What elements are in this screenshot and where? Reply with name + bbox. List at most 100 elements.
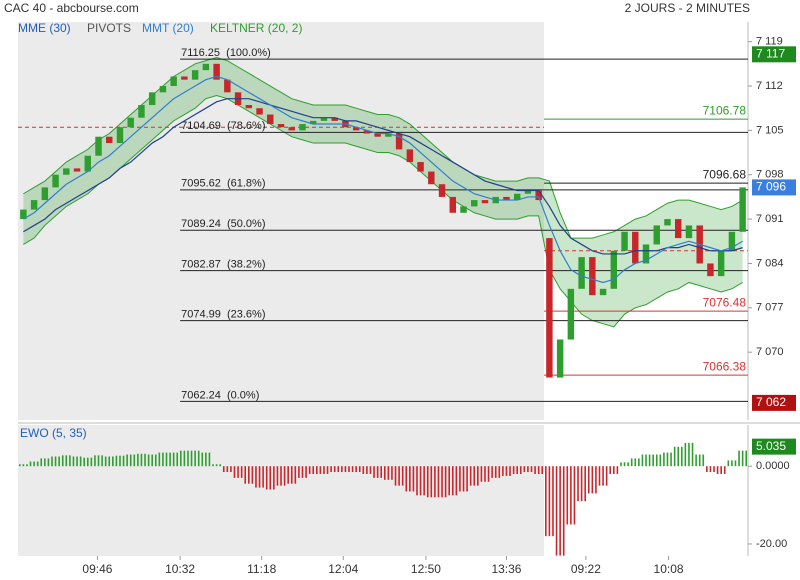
session-shade — [18, 22, 545, 420]
candle — [352, 127, 360, 131]
ewo-title: EWO (5, 35) — [20, 426, 87, 440]
candle — [256, 108, 263, 115]
candle — [138, 105, 145, 118]
candle — [739, 187, 746, 232]
y-tick-label: 7 112 — [756, 80, 783, 92]
candle — [116, 127, 124, 144]
x-tick-label: 12:50 — [411, 562, 441, 576]
candle — [363, 130, 371, 134]
candle — [653, 225, 660, 245]
candle — [567, 288, 575, 340]
x-tick-label: 10:32 — [165, 562, 195, 576]
candle — [578, 257, 585, 289]
candle — [202, 63, 210, 71]
level-label: 7066.38 — [703, 359, 747, 373]
keltner-upper — [23, 56, 743, 239]
value-badge-label: 5.035 — [756, 439, 786, 453]
candle — [471, 200, 478, 207]
y-tick-label: 7 084 — [756, 257, 784, 269]
x-tick-label: 09:22 — [571, 562, 601, 576]
candle — [299, 124, 306, 131]
price-badge — [752, 46, 796, 63]
price-badge-label: 7 096 — [756, 180, 786, 194]
candle — [106, 136, 113, 144]
candle — [513, 193, 521, 201]
y-tick-label: 7 105 — [756, 124, 784, 136]
x-tick-label: 10:08 — [654, 562, 684, 576]
candle — [95, 136, 102, 156]
level-label: 7106.78 — [703, 103, 747, 117]
candle — [717, 250, 725, 277]
price-pane: 7 119 7 112 7 105 7 098 7 091 7 084 7 077 7 070… — [18, 22, 796, 576]
fib-label: 7082.87 (38.2%) — [181, 259, 265, 271]
keltner-lower — [23, 94, 743, 328]
candle — [535, 190, 542, 201]
candle — [277, 124, 285, 128]
candle — [621, 231, 628, 251]
candle — [556, 339, 564, 378]
y-tick-label: 7 098 — [756, 169, 784, 181]
moving-average — [23, 75, 743, 284]
candle — [41, 187, 49, 201]
y-tick-label: 7 119 — [756, 36, 783, 48]
candle — [159, 86, 167, 93]
x-tick-label: 12:04 — [328, 562, 358, 576]
candle — [63, 168, 70, 175]
fib-label: 7062.24 (0.0%) — [181, 389, 259, 401]
fib-label: 7089.24 (50.0%) — [181, 218, 265, 230]
candle — [395, 133, 403, 150]
legend-item[interactable]: MMT (20) — [142, 21, 194, 35]
candle — [148, 92, 156, 106]
candle — [664, 219, 671, 226]
legend-item[interactable]: PIVOTS — [87, 21, 131, 35]
fib-label: 7074.99 (23.6%) — [181, 308, 265, 320]
candle — [20, 209, 27, 220]
fib-label: 7104.69 (78.6%) — [181, 120, 265, 132]
keltner-band — [23, 57, 743, 327]
candle — [310, 120, 317, 125]
y-tick-label: 7 070 — [756, 346, 784, 358]
legend-item[interactable]: KELTNER (20, 2) — [210, 21, 302, 35]
candle — [632, 231, 639, 264]
y-tick-label: 7 091 — [756, 213, 784, 225]
legend: MME (30) PIVOTS MMT (20) KELTNER (20, 2) — [18, 21, 302, 35]
candle — [52, 174, 59, 188]
candle — [685, 225, 693, 239]
candle — [675, 219, 682, 239]
candle — [728, 231, 736, 251]
candle — [267, 114, 274, 125]
y-tick-label: 7 077 — [756, 302, 784, 314]
candle — [170, 76, 177, 87]
x-tick-label: 11:18 — [247, 562, 276, 576]
candle — [610, 250, 618, 289]
fib-label: 7095.62 (61.8%) — [181, 178, 265, 190]
candle — [385, 133, 392, 137]
candle — [406, 149, 414, 163]
legend-item[interactable]: MME (30) — [18, 21, 71, 35]
chart-subtitle: 2 JOURS - 2 MINUTES — [625, 1, 750, 15]
candle — [460, 206, 467, 213]
y-tick-label: 0.0000 — [756, 460, 790, 472]
candle — [503, 196, 510, 201]
level-label: 7096.68 — [703, 167, 747, 181]
y-tick-label: -20.00 — [756, 538, 787, 550]
candle — [331, 117, 338, 121]
candle — [73, 168, 81, 172]
candle — [288, 127, 295, 131]
price-badge — [752, 179, 796, 196]
candle — [245, 105, 253, 109]
candle — [599, 288, 607, 296]
candle — [30, 200, 38, 210]
candle — [642, 244, 650, 264]
candle — [524, 190, 532, 194]
candle — [481, 200, 489, 204]
candle — [374, 133, 381, 137]
candle — [707, 263, 714, 277]
candle — [320, 117, 328, 121]
session-shade — [18, 425, 545, 556]
candle — [181, 76, 188, 80]
price-badge — [752, 394, 796, 411]
candle — [449, 196, 456, 213]
moving-average — [23, 98, 743, 255]
